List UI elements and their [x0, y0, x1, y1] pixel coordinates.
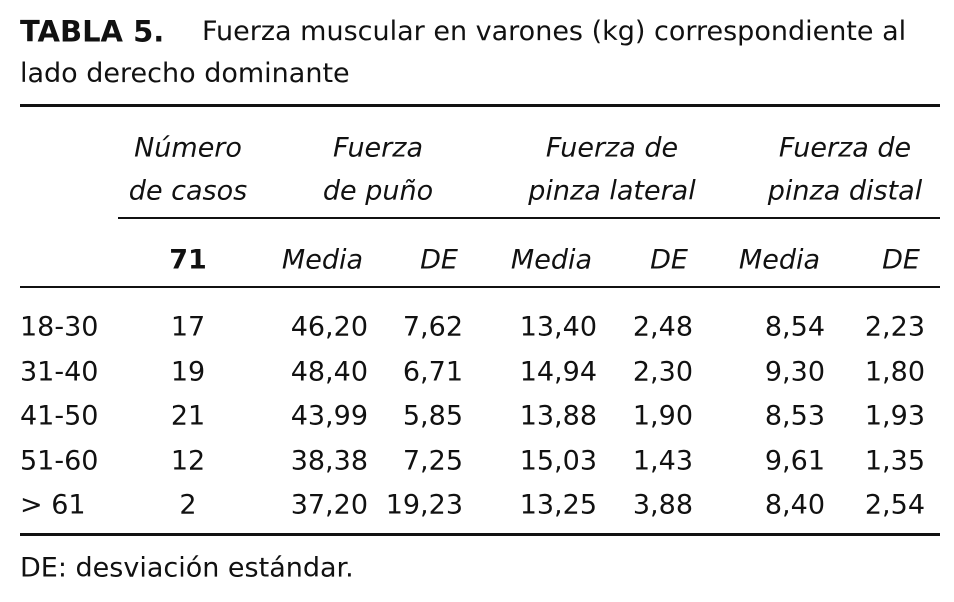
header-rule [118, 217, 940, 219]
group-header: Fuerza de [778, 132, 912, 164]
cell: 19,23 [385, 489, 463, 521]
cell: 48,40 [290, 356, 368, 387]
cell: 38,38 [290, 445, 368, 476]
cell: 37,20 [290, 489, 368, 521]
row-label: > 61 [20, 489, 86, 521]
top-rule [20, 104, 940, 107]
footnote: DE: desviación estándar. [20, 552, 354, 584]
cell: 2,48 [632, 311, 693, 343]
sub-header: Media [738, 244, 820, 276]
cell: 5,85 [402, 400, 463, 432]
sub-header: DE [882, 244, 920, 276]
group-header: pinza distal [767, 175, 923, 207]
sub-header: Media [281, 244, 363, 276]
sub-header: DE [420, 244, 458, 276]
cell: 9,61 [764, 445, 825, 476]
cell: 6,71 [402, 356, 463, 387]
cell: 1,35 [864, 445, 925, 476]
cell: 2 [179, 489, 197, 521]
cell: 15,03 [519, 445, 597, 476]
row-label: 18-30 [20, 311, 99, 343]
cell: 1,93 [864, 400, 925, 432]
body-rule [20, 286, 940, 288]
cell: 2,30 [632, 356, 693, 387]
cell: 9,30 [764, 356, 825, 387]
cell: 17 [170, 311, 206, 343]
group-header: pinza lateral [528, 175, 696, 207]
cell: 8,40 [764, 489, 825, 521]
cell: 13,88 [519, 400, 597, 432]
cell: 7,62 [402, 311, 463, 343]
cell: 13,40 [519, 311, 597, 343]
cell: 19 [170, 356, 206, 387]
table-title: Fuerza muscular en varones (kg) correspo… [20, 16, 907, 89]
cell: 7,25 [402, 445, 463, 476]
total-cases: 71 [169, 244, 207, 276]
cell: 3,88 [632, 489, 693, 521]
cell: 2,23 [864, 311, 925, 343]
group-header: de puño [322, 175, 434, 207]
cell: 21 [170, 400, 206, 432]
group-header: Fuerza [333, 132, 423, 164]
cell: 14,94 [519, 356, 597, 387]
cell: 8,53 [764, 400, 825, 432]
cell: 8,54 [764, 311, 825, 343]
cell: 12 [170, 445, 206, 476]
row-label: 41-50 [20, 400, 99, 432]
sub-header: Media [510, 244, 592, 276]
cell: 43,99 [290, 400, 368, 432]
cell: 1,43 [632, 445, 693, 476]
cell: 1,90 [632, 400, 693, 432]
group-header: Número [134, 132, 242, 164]
row-label: 31-40 [20, 356, 99, 387]
cell: 13,25 [519, 489, 597, 521]
cell: 1,80 [864, 356, 925, 387]
cell: 46,20 [290, 311, 368, 343]
sub-header: DE [650, 244, 688, 276]
group-header: de casos [128, 175, 248, 207]
row-label: 51-60 [20, 445, 99, 476]
cell: 2,54 [864, 489, 925, 521]
table-label: TABLA 5. [20, 14, 165, 49]
bottom-rule [20, 533, 940, 536]
group-header: Fuerza de [545, 132, 679, 164]
